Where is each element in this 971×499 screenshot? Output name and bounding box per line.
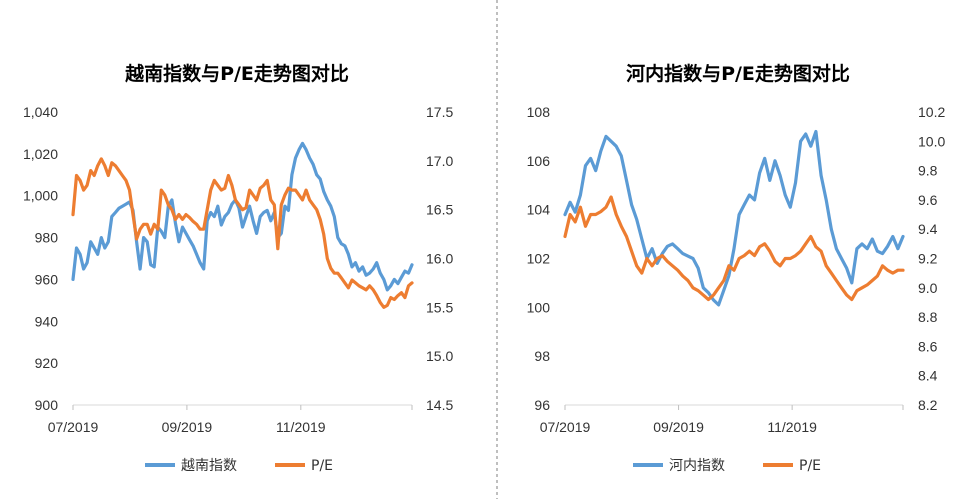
y-left-tick-label: 940	[35, 313, 59, 329]
x-tick-label: 11/2019	[767, 419, 817, 435]
y-right-tick-label: 9.4	[918, 221, 938, 237]
y-left-tick-label: 1,020	[23, 146, 58, 162]
y-left-tick-label: 900	[35, 397, 59, 413]
y-left-tick-label: 100	[527, 299, 551, 315]
y-left-tick-label: 1,000	[23, 188, 58, 204]
y-left-tick-label: 1,040	[23, 104, 58, 120]
y-left-tick-label: 108	[527, 104, 551, 120]
y-left-tick-label: 98	[534, 348, 550, 364]
legend-label: P/E	[799, 458, 821, 474]
x-tick-label: 07/2019	[540, 419, 591, 435]
y-right-tick-label: 17.0	[426, 153, 453, 169]
y-right-tick-label: 8.2	[918, 397, 938, 413]
y-right-tick-label: 8.8	[918, 309, 938, 325]
y-right-tick-label: 14.5	[426, 397, 453, 413]
y-left-tick-label: 920	[35, 355, 59, 371]
y-right-tick-label: 17.5	[426, 104, 453, 120]
y-right-tick-label: 9.6	[918, 192, 938, 208]
y-left-tick-label: 960	[35, 271, 59, 287]
y-right-tick-label: 10.2	[918, 104, 945, 120]
x-tick-label: 07/2019	[48, 419, 99, 435]
legend-label: 河内指数	[669, 458, 725, 474]
x-tick-label: 11/2019	[276, 419, 326, 435]
y-right-tick-label: 9.0	[918, 280, 938, 296]
y-right-tick-label: 10.0	[918, 133, 945, 149]
series-line-pe	[563, 195, 905, 302]
chart-hnx-index: 河内指数与P/E走势图对比 96 98 100 102 104 106 108 8.2 8.4 8.…	[527, 62, 946, 474]
series-line-index	[71, 141, 414, 292]
y-right-tick-label: 16.5	[426, 202, 453, 218]
legend-label: P/E	[311, 458, 333, 474]
chart-title: 越南指数与P/E走势图对比	[124, 62, 349, 85]
y-right-tick-label: 15.5	[426, 299, 453, 315]
series-line-pe	[71, 157, 414, 309]
y-left-tick-label: 96	[534, 397, 550, 413]
y-left-tick-label: 980	[35, 230, 59, 246]
y-left-tick-label: 102	[527, 251, 551, 267]
legend-label: 越南指数	[181, 458, 237, 474]
series-line-index	[563, 129, 905, 307]
chart-vn-index: 越南指数与P/E走势图对比 900 920 940 960 980 1,000 1,020 1,…	[23, 62, 454, 474]
y-right-tick-label: 8.4	[918, 368, 938, 384]
y-left-tick-label: 106	[527, 153, 551, 169]
x-tick-label: 09/2019	[653, 419, 704, 435]
y-right-tick-label: 9.8	[918, 163, 938, 179]
y-right-tick-label: 9.2	[918, 251, 938, 267]
x-tick-label: 09/2019	[162, 419, 213, 435]
chart-title: 河内指数与P/E走势图对比	[626, 62, 850, 85]
y-left-tick-label: 104	[527, 202, 551, 218]
y-right-tick-label: 15.0	[426, 348, 453, 364]
y-right-tick-label: 8.6	[918, 338, 938, 354]
y-right-tick-label: 16.0	[426, 251, 453, 267]
